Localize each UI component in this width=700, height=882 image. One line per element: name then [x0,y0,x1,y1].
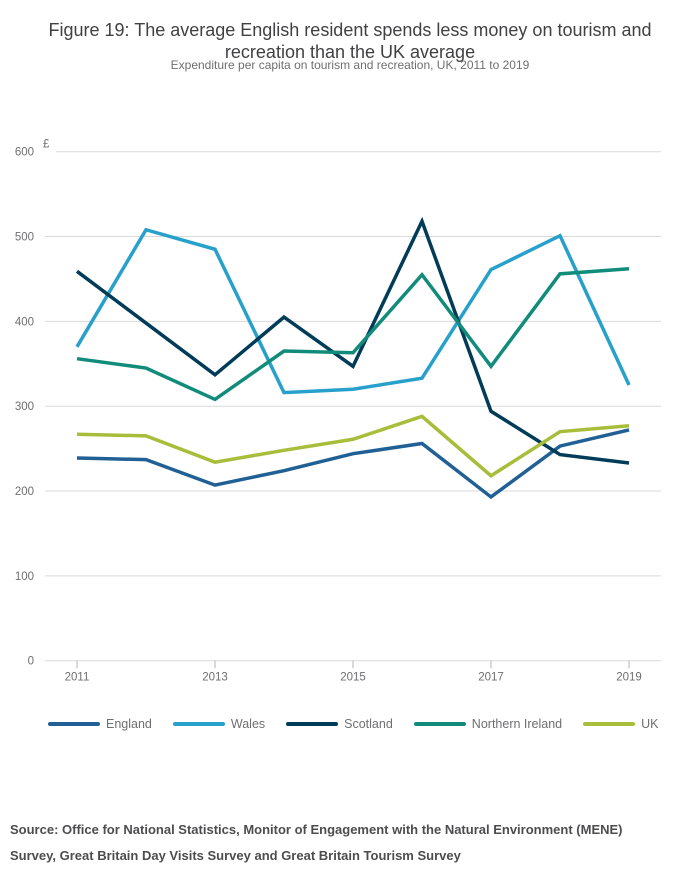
series-line-northern-ireland [76,267,630,402]
legend-swatch-uk [583,721,636,726]
legend-swatch-wales [172,721,225,726]
series-line-wales [75,227,631,395]
chart-legend: England Wales Scotland Northern Ireland UK [48,715,659,732]
legend-swatch-england [48,721,100,726]
chart-title: Figure 19: The average English resident … [48,20,652,63]
legend-item-wales[interactable]: Wales [172,716,266,731]
x-axis-label-2011: 2011 [65,672,90,684]
y-axis-label-400: 400 [15,316,34,328]
x-axis-label-2015: 2015 [340,672,366,684]
legend-item-scotland[interactable]: Scotland [286,717,393,731]
legend-label-scotland: Scotland [344,716,393,731]
x-axis-label-2017: 2017 [478,672,504,684]
legend-label-uk: UK [641,716,659,731]
series-line-uk [76,414,630,478]
y-axis-label-200: 200 [15,486,34,498]
y-axis-label-500: 500 [15,232,34,244]
legend-label-england: England [106,716,152,731]
x-axis-label-2013: 2013 [202,672,228,684]
x-axis-label-2019: 2019 [616,672,642,684]
legend-item-england[interactable]: England [48,717,152,731]
y-axis-label-100: 100 [15,571,34,583]
legend-label-wales: Wales [230,716,266,731]
chart-subtitle: Expenditure per capita on tourism and re… [170,58,530,72]
legend-item-northern-ireland[interactable]: Northern Ireland [413,716,563,731]
y-axis-label-0: 0 [28,656,34,668]
y-axis-label-600: 600 [15,147,34,159]
legend-swatch-northern-ireland [413,721,466,726]
series-line-scotland [75,216,630,465]
source-note: Source: Office for National Statistics, … [10,822,623,863]
legend-label-northern-ireland: Northern Ireland [471,716,563,731]
legend-swatch-scotland [286,721,339,726]
y-axis-label-300: 300 [15,401,34,413]
legend-item-uk[interactable]: UK [583,716,659,731]
y-axis-unit: £ [43,139,50,151]
series-line-england [76,428,630,500]
